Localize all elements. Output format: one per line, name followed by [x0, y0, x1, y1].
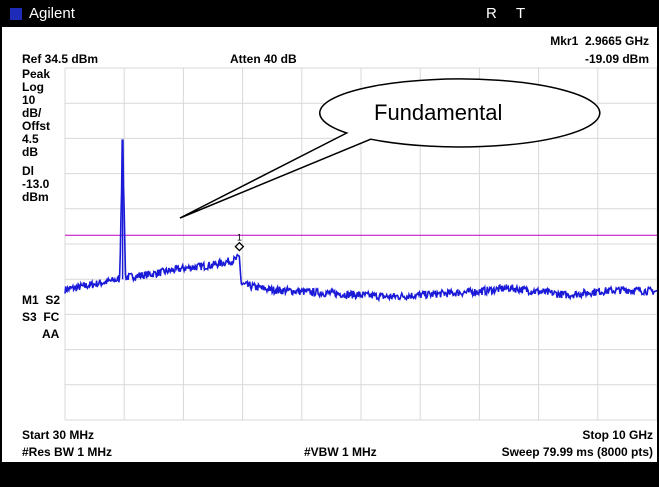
scale-label-line: Peak: [22, 67, 51, 81]
app-title: Agilent: [29, 5, 75, 22]
start-frequency: Start 30 MHz: [22, 428, 95, 442]
scale-settings-panel: Peak Log 10 dB/Offst 4.5 dB Dl -13.0 dBm: [22, 68, 68, 204]
agilent-logo-icon: [10, 8, 22, 20]
title-bar: Agilent R T: [2, 2, 657, 27]
status-annunciators: M1 S2 S3 FC AA: [22, 292, 60, 343]
reference-level: Ref 34.5 dBm: [22, 52, 99, 66]
softkey-bar: [2, 462, 657, 485]
marker-frequency-readout: Mkr1 2.9665 GHz: [550, 34, 649, 48]
marker-amplitude-readout: -19.09 dBm: [584, 52, 649, 66]
scale-label-line: -13.0: [22, 177, 50, 191]
status-line-3: AA: [42, 327, 60, 341]
status-line-1: M1 S2: [22, 293, 61, 307]
scale-label-line: Log: [22, 80, 44, 94]
video-bandwidth: #VBW 1 MHz: [304, 445, 377, 459]
scale-label-line: Dl: [22, 164, 34, 178]
sweep-time: Sweep 79.99 ms (8000 pts): [501, 445, 653, 459]
stop-frequency: Stop 10 GHz: [582, 428, 653, 442]
marker-number: 1: [237, 233, 242, 243]
status-line-2: S3 FC: [22, 310, 60, 324]
attenuation: Atten 40 dB: [230, 52, 297, 66]
scale-label-line: dBm: [22, 190, 49, 204]
marker-1: 1: [234, 233, 245, 252]
marker-diamond-icon: [234, 241, 245, 252]
scale-label-line: Offst: [22, 119, 50, 133]
callout-label: Fundamental: [374, 100, 503, 125]
spectrum-trace: [64, 139, 657, 303]
scale-label-line: dB: [22, 145, 38, 159]
callout-bubble: [179, 78, 601, 219]
scale-label-line: 4.5: [22, 132, 39, 146]
graticule: [64, 67, 657, 421]
scale-label-line: dB/: [22, 106, 42, 120]
scale-label-line: 10: [22, 93, 36, 107]
remote-indicator: R: [486, 5, 497, 22]
trigger-indicator: T: [516, 5, 526, 22]
fundamental-callout: [179, 78, 601, 219]
resolution-bandwidth: #Res BW 1 MHz: [22, 445, 113, 459]
